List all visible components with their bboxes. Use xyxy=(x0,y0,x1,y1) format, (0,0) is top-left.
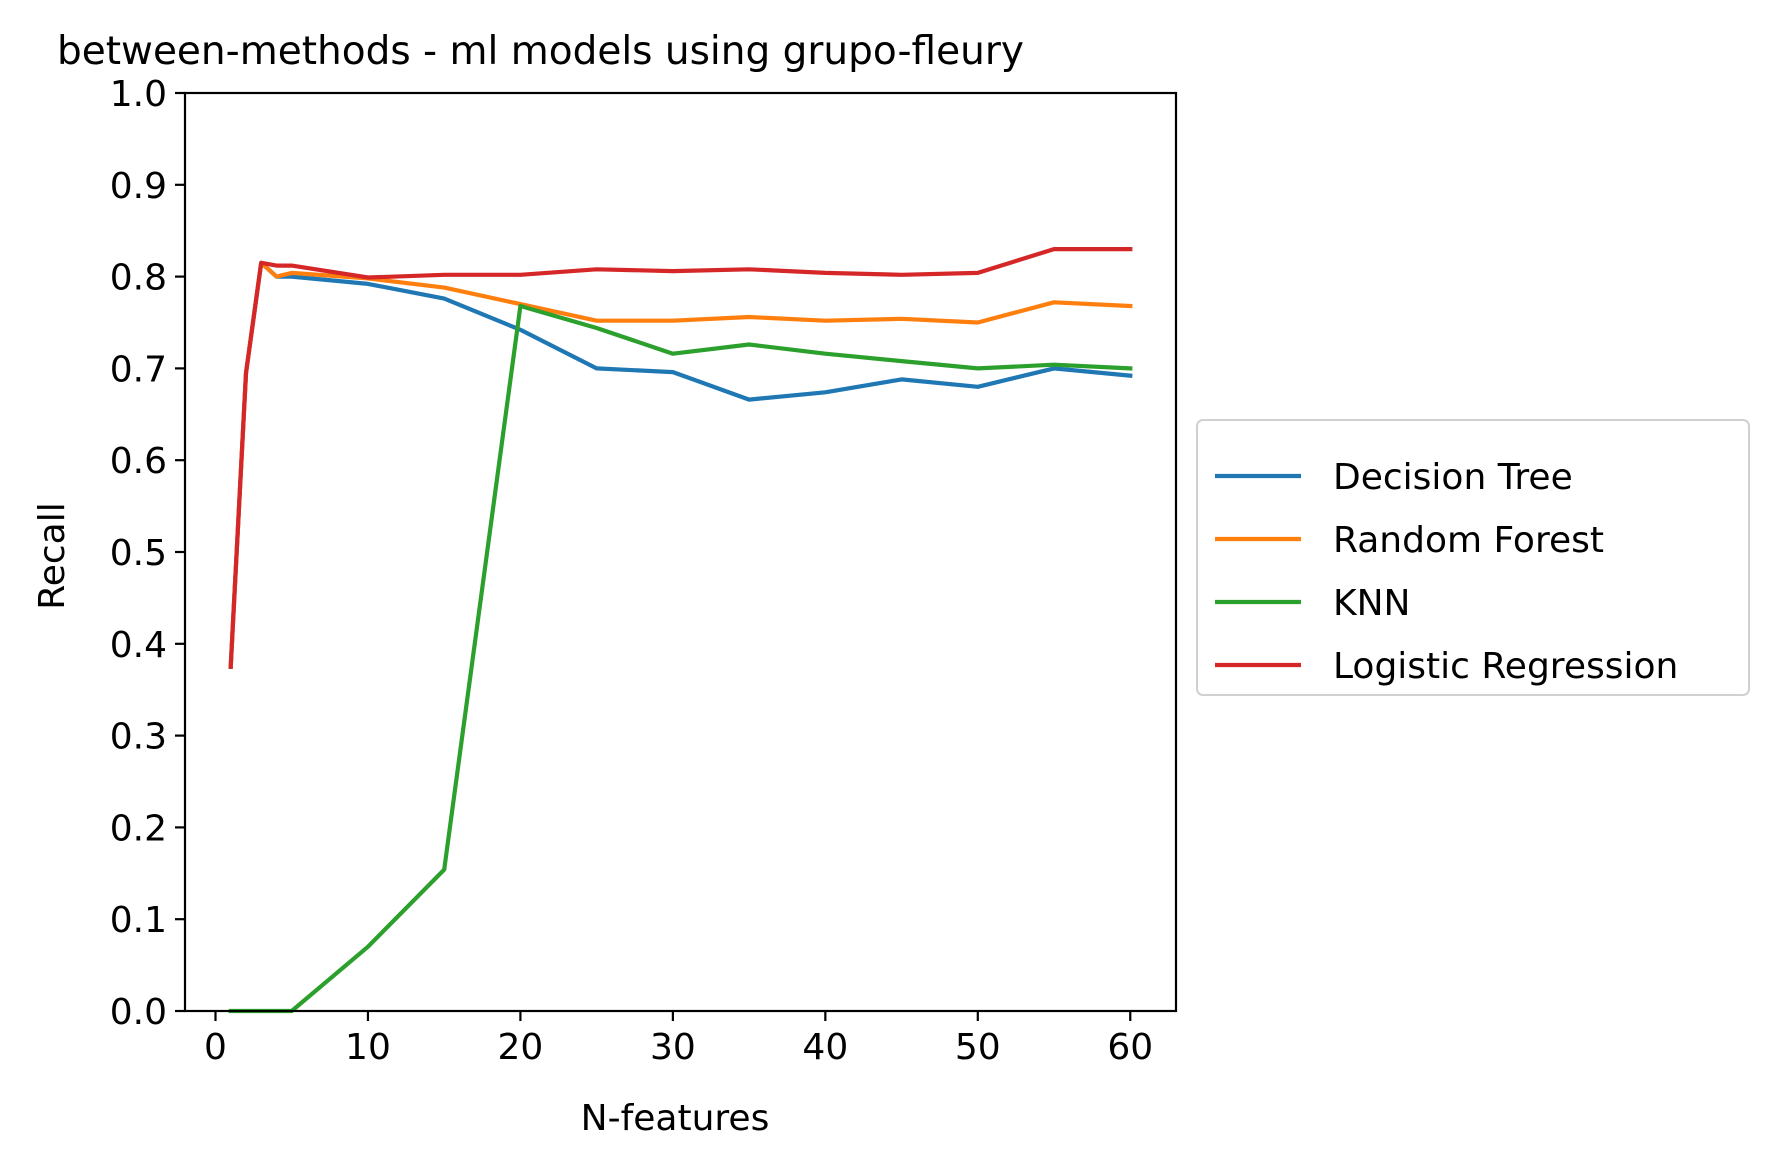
series-line-3 xyxy=(228,247,1133,670)
y-tick-label: 0.0 xyxy=(110,992,167,1033)
series-line-1 xyxy=(228,260,1133,670)
y-tick-label: 0.5 xyxy=(110,533,167,574)
legend: Decision Tree Random Forest KNN Logistic Re… xyxy=(1196,419,1750,696)
legend-label: Random Forest xyxy=(1333,520,1604,561)
x-tick-label: 40 xyxy=(802,1027,848,1068)
y-tick-label: 0.2 xyxy=(110,808,167,849)
legend-label: Logistic Regression xyxy=(1333,646,1678,687)
plot-area: 0 10 20 30 40 50 60 0.0 0.1 0.2 0.3 0.4 0.5 0.6 0.7 0.8… xyxy=(110,74,1178,1068)
y-tick-label: 0.4 xyxy=(110,625,167,666)
y-tick-label: 0.7 xyxy=(110,349,167,390)
legend-box xyxy=(1196,419,1750,696)
x-tick-label: 30 xyxy=(650,1027,696,1068)
y-tick-label: 0.9 xyxy=(110,166,167,207)
y-axis-label: Recall xyxy=(32,502,73,609)
x-tick-label: 0 xyxy=(204,1027,227,1068)
y-tick-label: 0.8 xyxy=(110,258,167,299)
legend-label: KNN xyxy=(1333,583,1410,624)
x-tick-label: 50 xyxy=(955,1027,1001,1068)
y-tick-label: 1.0 xyxy=(110,74,167,115)
y-tick-label: 0.3 xyxy=(110,717,167,758)
y-tick-label: 0.1 xyxy=(110,900,167,941)
y-tick-label: 0.6 xyxy=(110,441,167,482)
legend-label: Decision Tree xyxy=(1333,457,1573,498)
x-tick-label: 60 xyxy=(1107,1027,1153,1068)
x-axis-label: N-features xyxy=(581,1098,770,1139)
x-tick-label: 10 xyxy=(345,1027,391,1068)
chart-title: between-methods - ml models using grupo-… xyxy=(57,29,1024,74)
x-tick-label: 20 xyxy=(498,1027,544,1068)
